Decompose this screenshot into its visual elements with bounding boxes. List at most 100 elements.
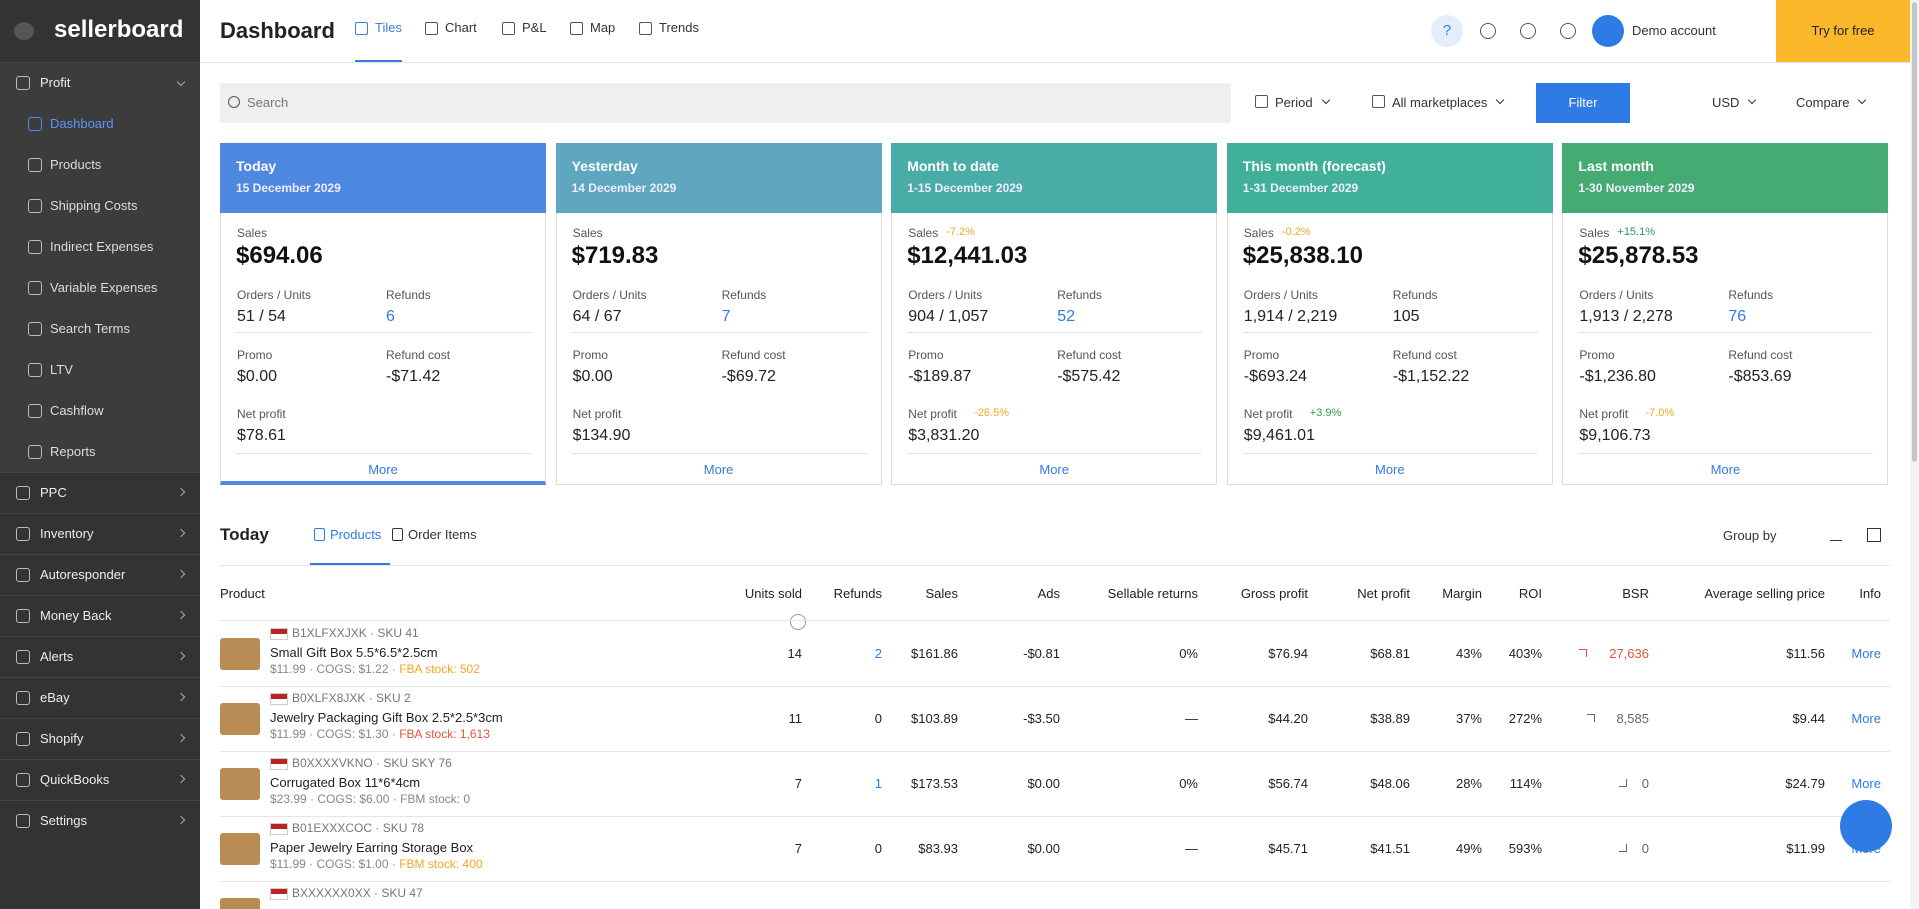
nav-group[interactable]: Profit xyxy=(0,62,200,103)
chevron-mark xyxy=(176,610,186,620)
value[interactable]: 6 xyxy=(386,308,395,325)
header-icon[interactable] xyxy=(1560,23,1576,39)
more-link[interactable]: More xyxy=(1374,462,1405,477)
nav-group[interactable]: Settings xyxy=(0,800,200,841)
view-tab[interactable]: P&L xyxy=(502,20,547,62)
column-header[interactable]: Sellable returns xyxy=(1107,586,1198,601)
nav-group[interactable]: Inventory xyxy=(0,513,200,554)
nav-item[interactable]: Indirect Expenses xyxy=(0,226,200,267)
cell: $11.56 xyxy=(1786,646,1825,661)
main: Dashboard Tiles Chart P&L Map Trends? Demo acc… xyxy=(200,0,1919,909)
price-cogs: $11.99 · COGS: $1.22 · xyxy=(270,662,400,676)
label: Promo xyxy=(237,348,273,362)
column-header[interactable]: ROI xyxy=(1518,586,1542,601)
download-icon[interactable] xyxy=(1830,528,1842,541)
cta-button[interactable]: Try for free xyxy=(1776,0,1910,62)
value[interactable]: 7 xyxy=(721,308,731,325)
cell: 8,585 xyxy=(1616,711,1649,726)
more-link[interactable]: More xyxy=(1710,462,1741,477)
header-icon[interactable] xyxy=(1480,23,1496,39)
view-tab[interactable]: Chart xyxy=(425,20,477,62)
logo: sellerboard xyxy=(54,16,184,43)
divider xyxy=(1578,332,1874,333)
column-header[interactable]: Ads xyxy=(1037,586,1060,601)
header-icon[interactable] xyxy=(1520,23,1536,39)
value[interactable]: 76 xyxy=(1728,308,1747,325)
cell: 7 xyxy=(794,776,802,791)
column-header[interactable]: Gross profit xyxy=(1240,586,1308,601)
nav-item[interactable]: LTV xyxy=(0,349,200,390)
more-link[interactable]: More xyxy=(703,462,734,477)
column-header[interactable]: Margin xyxy=(1442,586,1482,601)
nav-group[interactable]: Money Back xyxy=(0,595,200,636)
nav-group[interactable]: Alerts xyxy=(0,636,200,677)
column-header[interactable]: Sales xyxy=(925,586,958,601)
nav-item[interactable]: Shipping Costs xyxy=(0,185,200,226)
label: Net profit xyxy=(572,407,622,421)
value: 51 / 54 xyxy=(237,308,286,325)
tile-title: Last month xyxy=(1578,158,1654,174)
nav-item[interactable]: Cashflow xyxy=(0,390,200,431)
help-button[interactable]: ? xyxy=(1431,15,1463,47)
view-tab[interactable]: Tiles xyxy=(355,20,402,62)
view-tab[interactable]: Trends xyxy=(639,20,699,62)
label: Refunds xyxy=(1057,288,1102,302)
table-tab[interactable]: Products xyxy=(310,527,390,565)
tile: Yesterday 14 December 2029 Sales $719.83 Ord… xyxy=(555,143,882,485)
nav-item[interactable]: Reports xyxy=(0,431,200,472)
nav-label: Dashboard xyxy=(50,116,114,131)
product-name[interactable]: Paper Jewelry Earring Storage Box xyxy=(270,840,474,855)
column-header[interactable]: Info xyxy=(1859,586,1881,601)
nav-label: Cashflow xyxy=(50,403,104,418)
column-header[interactable]: Net profit xyxy=(1357,586,1410,601)
toolbar-currency[interactable]: USD xyxy=(1712,95,1757,110)
nav-item[interactable]: Products xyxy=(0,144,200,185)
toolbar-compare[interactable]: Compare xyxy=(1796,95,1867,110)
label: Orders / Units xyxy=(1243,288,1318,302)
cell[interactable]: More xyxy=(1851,711,1881,726)
value[interactable]: 52 xyxy=(1057,308,1075,325)
nav-group[interactable]: QuickBooks xyxy=(0,759,200,800)
column-header[interactable]: BSR xyxy=(1622,586,1649,601)
nav-item[interactable]: Dashboard xyxy=(0,103,200,144)
column-header[interactable]: Units sold xyxy=(744,586,802,601)
toolbar-period[interactable]: Period xyxy=(1255,95,1331,110)
value: 64 / 67 xyxy=(572,308,622,325)
nav-label: Search Terms xyxy=(50,321,130,336)
product-name[interactable]: Corrugated Box 11*6*4cm xyxy=(270,775,421,790)
product-name[interactable]: Jewelry Packaging Gift Box 2.5*2.5*3cm xyxy=(270,710,503,725)
group-by[interactable]: Group by xyxy=(1723,528,1777,543)
tab-label: Tiles xyxy=(375,20,402,35)
nav-item[interactable]: Search Terms xyxy=(0,308,200,349)
avatar[interactable] xyxy=(1592,15,1624,47)
cell[interactable]: 2 xyxy=(874,646,882,661)
column-header[interactable]: Average selling price xyxy=(1704,586,1825,601)
cell[interactable]: More xyxy=(1851,646,1881,661)
more-link[interactable]: More xyxy=(368,462,398,477)
nav-icon xyxy=(16,76,30,90)
column-header[interactable]: Product xyxy=(220,586,265,601)
filter-button[interactable]: Filter xyxy=(1536,83,1630,123)
nav-group[interactable]: Autoresponder xyxy=(0,554,200,595)
table-tab[interactable]: Order Items xyxy=(388,527,477,565)
account-name[interactable]: Demo account xyxy=(1632,23,1716,38)
toolbar-marketplaces[interactable]: All marketplaces xyxy=(1372,95,1505,110)
column-header[interactable]: Refunds xyxy=(833,586,882,601)
cell[interactable]: 1 xyxy=(874,776,882,791)
view-tab[interactable]: Map xyxy=(570,20,615,62)
product-name[interactable]: Small Gift Box 5.5*6.5*2.5cm xyxy=(270,645,438,660)
chevron-mark xyxy=(176,733,186,743)
label: Promo xyxy=(1579,348,1615,362)
cell: $44.20 xyxy=(1268,711,1308,726)
search-box[interactable]: Search xyxy=(220,83,1231,123)
more-link[interactable]: More xyxy=(1039,462,1069,477)
tab-icon xyxy=(502,22,515,35)
nav-item[interactable]: Variable Expenses xyxy=(0,267,200,308)
columns-icon[interactable] xyxy=(1867,528,1881,542)
nav-group[interactable]: PPC xyxy=(0,472,200,513)
cell[interactable]: More xyxy=(1851,776,1881,791)
nav-group[interactable]: Shopify xyxy=(0,718,200,759)
chat-button[interactable] xyxy=(1840,800,1892,852)
nav-group[interactable]: eBay xyxy=(0,677,200,718)
product-id: BXXXXXX0XX · SKU 47 xyxy=(292,886,423,900)
